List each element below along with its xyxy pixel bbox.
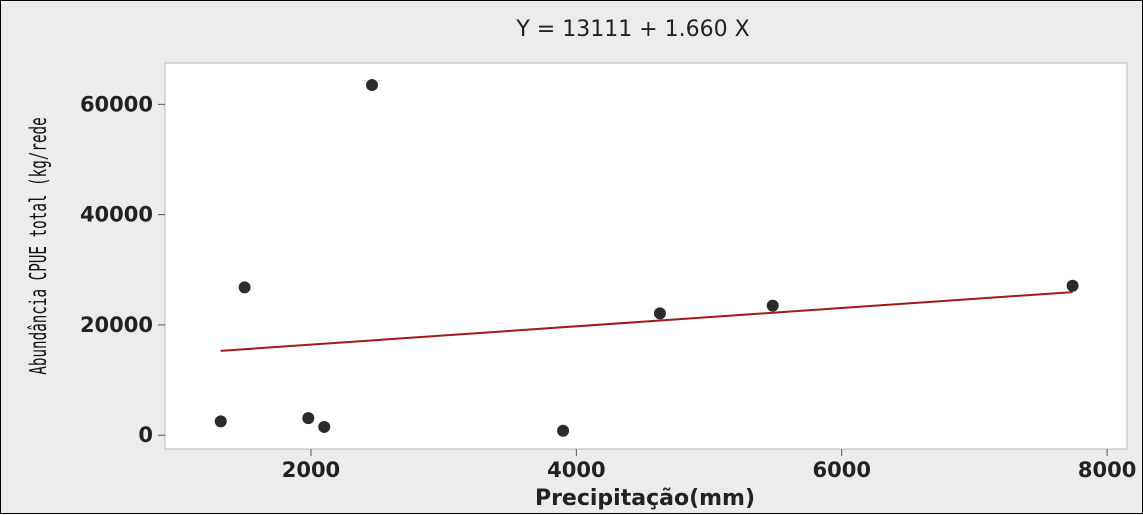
- x-tick-label: 2000: [282, 458, 340, 482]
- x-tick-label: 6000: [812, 458, 870, 482]
- data-point: [365, 79, 378, 92]
- data-point: [653, 307, 666, 320]
- regression-line: [220, 291, 1073, 352]
- y-tick-label: 0: [138, 423, 153, 447]
- x-tick-label: 4000: [547, 458, 605, 482]
- y-tick-label: 60000: [80, 92, 153, 116]
- data-point: [1066, 279, 1079, 292]
- chart-title: Y = 13111 + 1.660 X: [515, 17, 749, 42]
- data-point: [557, 424, 570, 437]
- data-point: [238, 281, 251, 294]
- plot-area: [164, 62, 1128, 450]
- x-axis-label: Precipitação(mm): [535, 486, 755, 511]
- y-axis: 0 20000 40000 60000: [80, 92, 165, 447]
- y-tick-label: 40000: [80, 203, 153, 227]
- data-point: [318, 420, 331, 433]
- y-axis-label: Abundância CPUE total (kg/rede: [24, 117, 52, 374]
- data-point: [766, 299, 779, 312]
- x-tick-label: 8000: [1078, 458, 1136, 482]
- x-axis: 2000 4000 6000 8000: [282, 449, 1136, 482]
- data-points: [214, 79, 1079, 437]
- y-tick-label: 20000: [80, 313, 153, 337]
- data-point: [302, 412, 315, 425]
- data-point: [214, 415, 227, 428]
